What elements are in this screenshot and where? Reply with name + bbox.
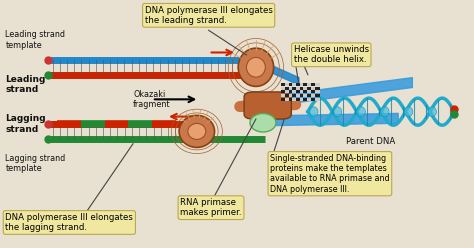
Ellipse shape: [188, 124, 206, 139]
Bar: [285, 87, 291, 90]
Ellipse shape: [428, 107, 437, 117]
Text: Okazaki
fragment: Okazaki fragment: [133, 90, 171, 109]
Bar: [300, 87, 305, 90]
Bar: [307, 91, 313, 93]
Text: Leading strand
template: Leading strand template: [5, 31, 65, 50]
Bar: [285, 91, 291, 93]
Text: Parent DNA: Parent DNA: [346, 137, 395, 146]
Bar: [289, 87, 294, 90]
Bar: [307, 87, 313, 90]
Bar: [303, 98, 309, 101]
Bar: [285, 94, 291, 97]
Bar: [296, 87, 302, 90]
Ellipse shape: [381, 107, 389, 117]
FancyBboxPatch shape: [244, 92, 292, 119]
Bar: [289, 98, 294, 101]
Bar: [307, 94, 313, 97]
Bar: [296, 83, 302, 86]
Bar: [289, 83, 294, 86]
Bar: [311, 98, 317, 101]
FancyArrowPatch shape: [240, 106, 251, 107]
Ellipse shape: [238, 48, 273, 86]
Bar: [292, 83, 298, 86]
Ellipse shape: [357, 107, 365, 117]
Ellipse shape: [246, 58, 265, 77]
Bar: [282, 91, 287, 93]
Ellipse shape: [179, 115, 215, 147]
Ellipse shape: [310, 107, 318, 117]
Bar: [289, 91, 294, 93]
Text: Lagging strand
template: Lagging strand template: [5, 154, 66, 173]
Bar: [311, 87, 317, 90]
Bar: [292, 98, 298, 101]
Bar: [303, 83, 309, 86]
Bar: [300, 83, 305, 86]
Bar: [292, 94, 298, 97]
FancyArrowPatch shape: [285, 104, 296, 105]
Ellipse shape: [404, 107, 413, 117]
Bar: [282, 98, 287, 101]
Bar: [303, 91, 309, 93]
Text: Helicase unwinds
the double helix.: Helicase unwinds the double helix.: [294, 45, 369, 64]
Bar: [315, 91, 320, 93]
Bar: [315, 94, 320, 97]
Bar: [300, 98, 305, 101]
Bar: [289, 94, 294, 97]
Bar: [300, 94, 305, 97]
Text: Leading
strand: Leading strand: [5, 75, 46, 94]
Bar: [311, 91, 317, 93]
Bar: [307, 83, 313, 86]
Text: DNA polymerase III elongates
the lagging strand.: DNA polymerase III elongates the lagging…: [5, 213, 133, 232]
Bar: [282, 83, 287, 86]
Bar: [296, 91, 302, 93]
Bar: [285, 98, 291, 101]
Bar: [315, 83, 320, 86]
Bar: [300, 91, 305, 93]
Bar: [311, 83, 317, 86]
Bar: [315, 98, 320, 101]
Bar: [292, 91, 298, 93]
Text: Single-stranded DNA-binding
proteins make the templates
available to RNA primase: Single-stranded DNA-binding proteins mak…: [270, 154, 390, 194]
Bar: [282, 87, 287, 90]
Bar: [311, 94, 317, 97]
Text: DNA polymerase III elongates
the leading strand.: DNA polymerase III elongates the leading…: [145, 6, 273, 25]
Bar: [307, 98, 313, 101]
Bar: [315, 87, 320, 90]
Text: RNA primase
makes primer.: RNA primase makes primer.: [180, 198, 242, 217]
Bar: [296, 98, 302, 101]
Bar: [285, 83, 291, 86]
Bar: [282, 94, 287, 97]
Bar: [303, 94, 309, 97]
Ellipse shape: [333, 107, 342, 117]
Bar: [303, 87, 309, 90]
Text: Lagging
strand: Lagging strand: [5, 114, 46, 134]
Bar: [292, 87, 298, 90]
Ellipse shape: [250, 114, 276, 132]
Bar: [296, 94, 302, 97]
